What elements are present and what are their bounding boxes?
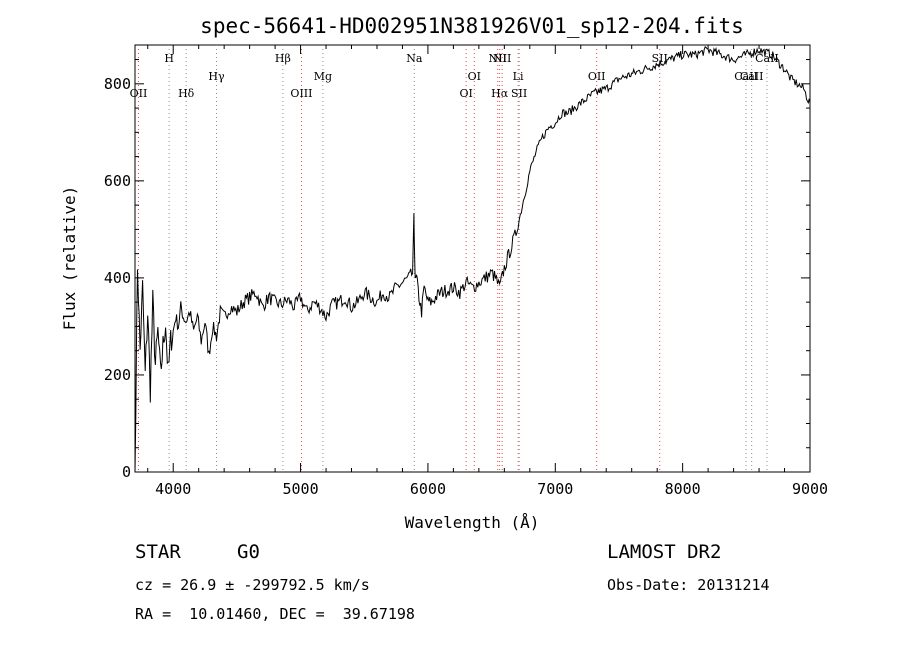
- plot-frame: [134, 44, 811, 473]
- spectral-line-label: H: [164, 52, 174, 65]
- x-tick-label: 9000: [792, 480, 828, 498]
- spectral-line-label: Na: [406, 52, 423, 65]
- spectral-lines-layer: OIIHHδHγHβOIIIMgNaOIOINIIHαNIILiSIIOIISI…: [130, 45, 779, 472]
- x-tick-label: 5000: [283, 480, 319, 498]
- spectrum-line: [134, 45, 811, 473]
- x-tick-label: 7000: [537, 480, 573, 498]
- y-tick-label: 400: [104, 269, 131, 287]
- spectral-line-label: Hβ: [275, 52, 291, 65]
- obs-date-text: Obs-Date: 20131214: [607, 576, 770, 594]
- spectral-line-label: OII: [130, 87, 148, 100]
- y-tick-label: 200: [104, 366, 131, 384]
- spectral-line-label: CaII: [740, 70, 764, 83]
- velocity-text: cz = 26.9 ± -299792.5 km/s: [135, 576, 370, 594]
- y-tick-label: 0: [122, 463, 131, 481]
- x-tick-label: 4000: [155, 480, 191, 498]
- spectral-line-label: Li: [513, 70, 524, 83]
- spectral-line-label: NII: [493, 52, 511, 65]
- spectral-line-label: SII: [652, 52, 668, 65]
- y-axis-label: Flux (relative): [60, 186, 79, 331]
- axis-ticks-layer: 4000 5000 6000 7000 8000 9000 0 200 400 600 800: [104, 45, 828, 498]
- x-tick-label: 6000: [410, 480, 446, 498]
- x-axis-label: Wavelength (Å): [405, 513, 540, 532]
- spectral-line-label: OIII: [290, 87, 312, 100]
- object-class: STAR: [135, 541, 181, 563]
- spectral-line-label: Hγ: [208, 70, 225, 83]
- spectral-line-label: OI: [468, 70, 481, 83]
- y-tick-label: 800: [104, 75, 131, 93]
- spectral-line-label: Hδ: [178, 87, 195, 100]
- spectral-line-label: Hα: [491, 87, 509, 100]
- x-tick-label: 8000: [665, 480, 701, 498]
- survey-name: LAMOST DR2: [607, 541, 722, 563]
- y-tick-label: 600: [104, 172, 131, 190]
- spectral-line-label: OII: [588, 70, 606, 83]
- spectral-line-label: CaII: [755, 52, 779, 65]
- chart-title: spec-56641-HD002951N381926V01_sp12-204.f…: [200, 14, 744, 38]
- spectral-line-label: Mg: [314, 70, 332, 83]
- coordinates-text: RA = 10.01460, DEC = 39.67198: [135, 605, 415, 623]
- spectral-line-label: OI: [459, 87, 472, 100]
- spectral-line-label: SII: [511, 87, 527, 100]
- object-subclass: G0: [237, 541, 260, 563]
